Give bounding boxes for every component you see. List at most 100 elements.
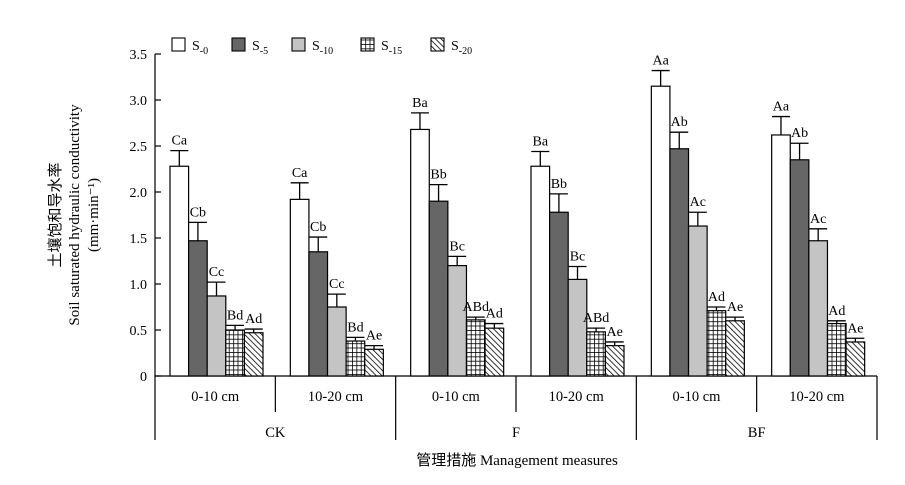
bar-label: Ba xyxy=(412,96,428,111)
bar-label: Ae xyxy=(847,321,863,336)
bar-label: Bd xyxy=(347,320,363,335)
y-axis-title-en: Soil saturated hydraulic conductivity xyxy=(67,104,83,326)
bar-label: Ca xyxy=(172,134,188,149)
y-axis-unit: (mm·min⁻¹) xyxy=(86,178,102,252)
bar-label: Ab xyxy=(671,115,688,130)
bar-label: Bb xyxy=(430,168,446,183)
bar-label: Ad xyxy=(828,304,845,319)
treatment-label: CK xyxy=(265,425,286,441)
y-axis-title: 土壤饱和导水率 Soil saturated hydraulic conduct… xyxy=(46,104,102,326)
bar-label: ABd xyxy=(463,300,489,315)
y-tick-label: 2.5 xyxy=(130,140,148,155)
depth-label: 10-20 cm xyxy=(308,389,364,405)
bar-label: Cb xyxy=(190,205,206,220)
legend-swatch xyxy=(360,37,375,52)
bar-2-s-20 xyxy=(364,348,384,377)
bar-5-s-0 xyxy=(650,85,671,377)
y-tick-label: 2.0 xyxy=(130,186,148,201)
y-tick-label: 1.0 xyxy=(130,278,148,293)
depth-label: 0-10 cm xyxy=(432,389,481,405)
legend-item: S-15 xyxy=(360,37,402,57)
bar-label: ABd xyxy=(583,311,609,326)
bar-label: Ad xyxy=(708,290,725,305)
bar-label: Bb xyxy=(551,177,567,192)
bar-6-s-0 xyxy=(771,134,791,377)
bar-label: Ca xyxy=(292,166,308,181)
bar-4-s-0 xyxy=(530,165,551,377)
legend-item: S-0 xyxy=(171,37,208,57)
legend: S-0 S-5 S-10 S-15 S-20 xyxy=(171,37,472,57)
bar-2-s-5 xyxy=(308,251,329,377)
bar-label: Cc xyxy=(209,265,225,280)
bar-3-s-5 xyxy=(428,200,449,377)
axes xyxy=(154,54,878,440)
bar-label: Ad xyxy=(486,307,503,322)
bar-label: Bc xyxy=(449,239,465,254)
legend-label: S-10 xyxy=(312,39,333,57)
bar-5-s-15 xyxy=(706,310,727,377)
bar-6-s-5 xyxy=(789,159,810,377)
bar-label: Ab xyxy=(791,126,808,141)
bar-label: Bd xyxy=(227,308,243,323)
depth-label: 10-20 cm xyxy=(549,389,605,405)
bar-3-s-0 xyxy=(410,128,430,377)
error-bars xyxy=(170,69,865,350)
bar-label: Aa xyxy=(652,54,669,69)
bar-2-s-0 xyxy=(289,198,310,377)
legend-item: S-20 xyxy=(430,37,472,57)
bar-5-s-20 xyxy=(725,320,745,377)
y-axis-title-cn: 土壤饱和导水率 xyxy=(46,162,64,267)
bar-4-s-15 xyxy=(586,331,606,377)
bar-label: Ae xyxy=(607,325,623,340)
bar-label: Ac xyxy=(690,195,706,210)
depth-label: 0-10 cm xyxy=(673,389,722,405)
bar-label: Cb xyxy=(310,220,326,235)
bar-label: Ba xyxy=(533,135,549,150)
bar-2-s-15 xyxy=(345,340,366,377)
bar-label: Bc xyxy=(570,250,586,265)
bar-6-s-15 xyxy=(826,322,847,377)
legend-item: S-5 xyxy=(231,37,268,57)
bar-3-s-20 xyxy=(484,327,505,377)
bar-4-s-20 xyxy=(604,345,625,377)
y-tick-label: 3.0 xyxy=(130,94,148,109)
depth-label: 0-10 cm xyxy=(191,389,240,405)
depth-label: 10-20 cm xyxy=(789,389,845,405)
bar-1-s-0 xyxy=(169,165,190,377)
legend-label: S-20 xyxy=(451,39,472,57)
bar-1-s-5 xyxy=(188,240,208,377)
legend-swatch xyxy=(171,37,186,52)
x-axis-groups: 0-10 cm 10-20 cm 0-10 cm 10-20 cm 0-10 cm 10-… xyxy=(191,389,845,441)
legend-label: S-15 xyxy=(381,39,402,57)
bar-3-s-10 xyxy=(447,265,468,377)
y-tick-label: 1.5 xyxy=(130,232,148,247)
bar-3-s-15 xyxy=(465,319,486,377)
treatment-label: F xyxy=(512,425,520,441)
y-tick-label: 0 xyxy=(140,370,147,385)
bar-1-s-20 xyxy=(243,332,264,377)
legend-label: S-0 xyxy=(192,39,208,57)
treatment-label: BF xyxy=(748,425,766,441)
y-tick-label: 3.5 xyxy=(130,48,148,63)
bar-2-s-10 xyxy=(326,306,347,377)
bar-label: Ad xyxy=(245,312,262,327)
bar-4-s-5 xyxy=(548,211,569,377)
bar-label: Ae xyxy=(727,300,743,315)
bar-label: Ac xyxy=(810,212,826,227)
bar-1-s-15 xyxy=(225,329,246,377)
bar-label: Cc xyxy=(329,277,345,292)
legend-swatch xyxy=(430,37,445,52)
legend-item: S-10 xyxy=(291,37,333,57)
bar-4-s-10 xyxy=(567,278,588,377)
legend-label: S-5 xyxy=(252,39,268,57)
bar-1-s-10 xyxy=(206,295,227,377)
x-axis-title: 管理措施 Management measures xyxy=(416,452,618,469)
y-tick-label: 0.5 xyxy=(130,324,148,339)
bars xyxy=(169,85,866,377)
legend-swatch xyxy=(231,37,246,52)
y-axis-ticks: 0 0.5 1.0 1.5 2.0 2.5 3.0 3.5 xyxy=(130,48,161,385)
bar-label: Ae xyxy=(366,329,382,344)
legend-swatch xyxy=(291,37,306,52)
